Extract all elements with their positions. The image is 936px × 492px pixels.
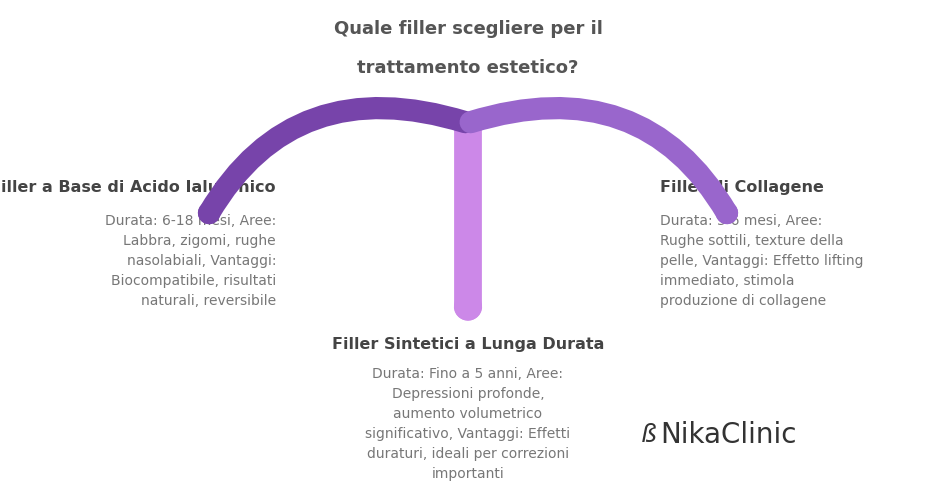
Text: NikaClinic: NikaClinic [660,422,797,449]
Text: Quale filler scegliere per il: Quale filler scegliere per il [333,20,603,38]
Text: Durata: 3-6 mesi, Aree:
Rughe sottili, texture della
pelle, Vantaggi: Effetto li: Durata: 3-6 mesi, Aree: Rughe sottili, t… [660,214,863,308]
Text: Filler di Collagene: Filler di Collagene [660,180,824,194]
Text: Durata: Fino a 5 anni, Aree:
Depressioni profonde,
aumento volumetrico
significa: Durata: Fino a 5 anni, Aree: Depressioni… [365,367,571,481]
FancyArrowPatch shape [471,108,727,213]
Text: ß: ß [641,424,657,447]
Text: Filler a Base di Acido Ialuronico: Filler a Base di Acido Ialuronico [0,180,276,194]
Text: Durata: 6-18 mesi, Aree:
Labbra, zigomi, rughe
nasolabiali, Vantaggi:
Biocompati: Durata: 6-18 mesi, Aree: Labbra, zigomi,… [105,214,276,308]
Text: Filler Sintetici a Lunga Durata: Filler Sintetici a Lunga Durata [332,337,604,352]
Text: trattamento estetico?: trattamento estetico? [358,59,578,77]
FancyArrowPatch shape [209,108,465,213]
